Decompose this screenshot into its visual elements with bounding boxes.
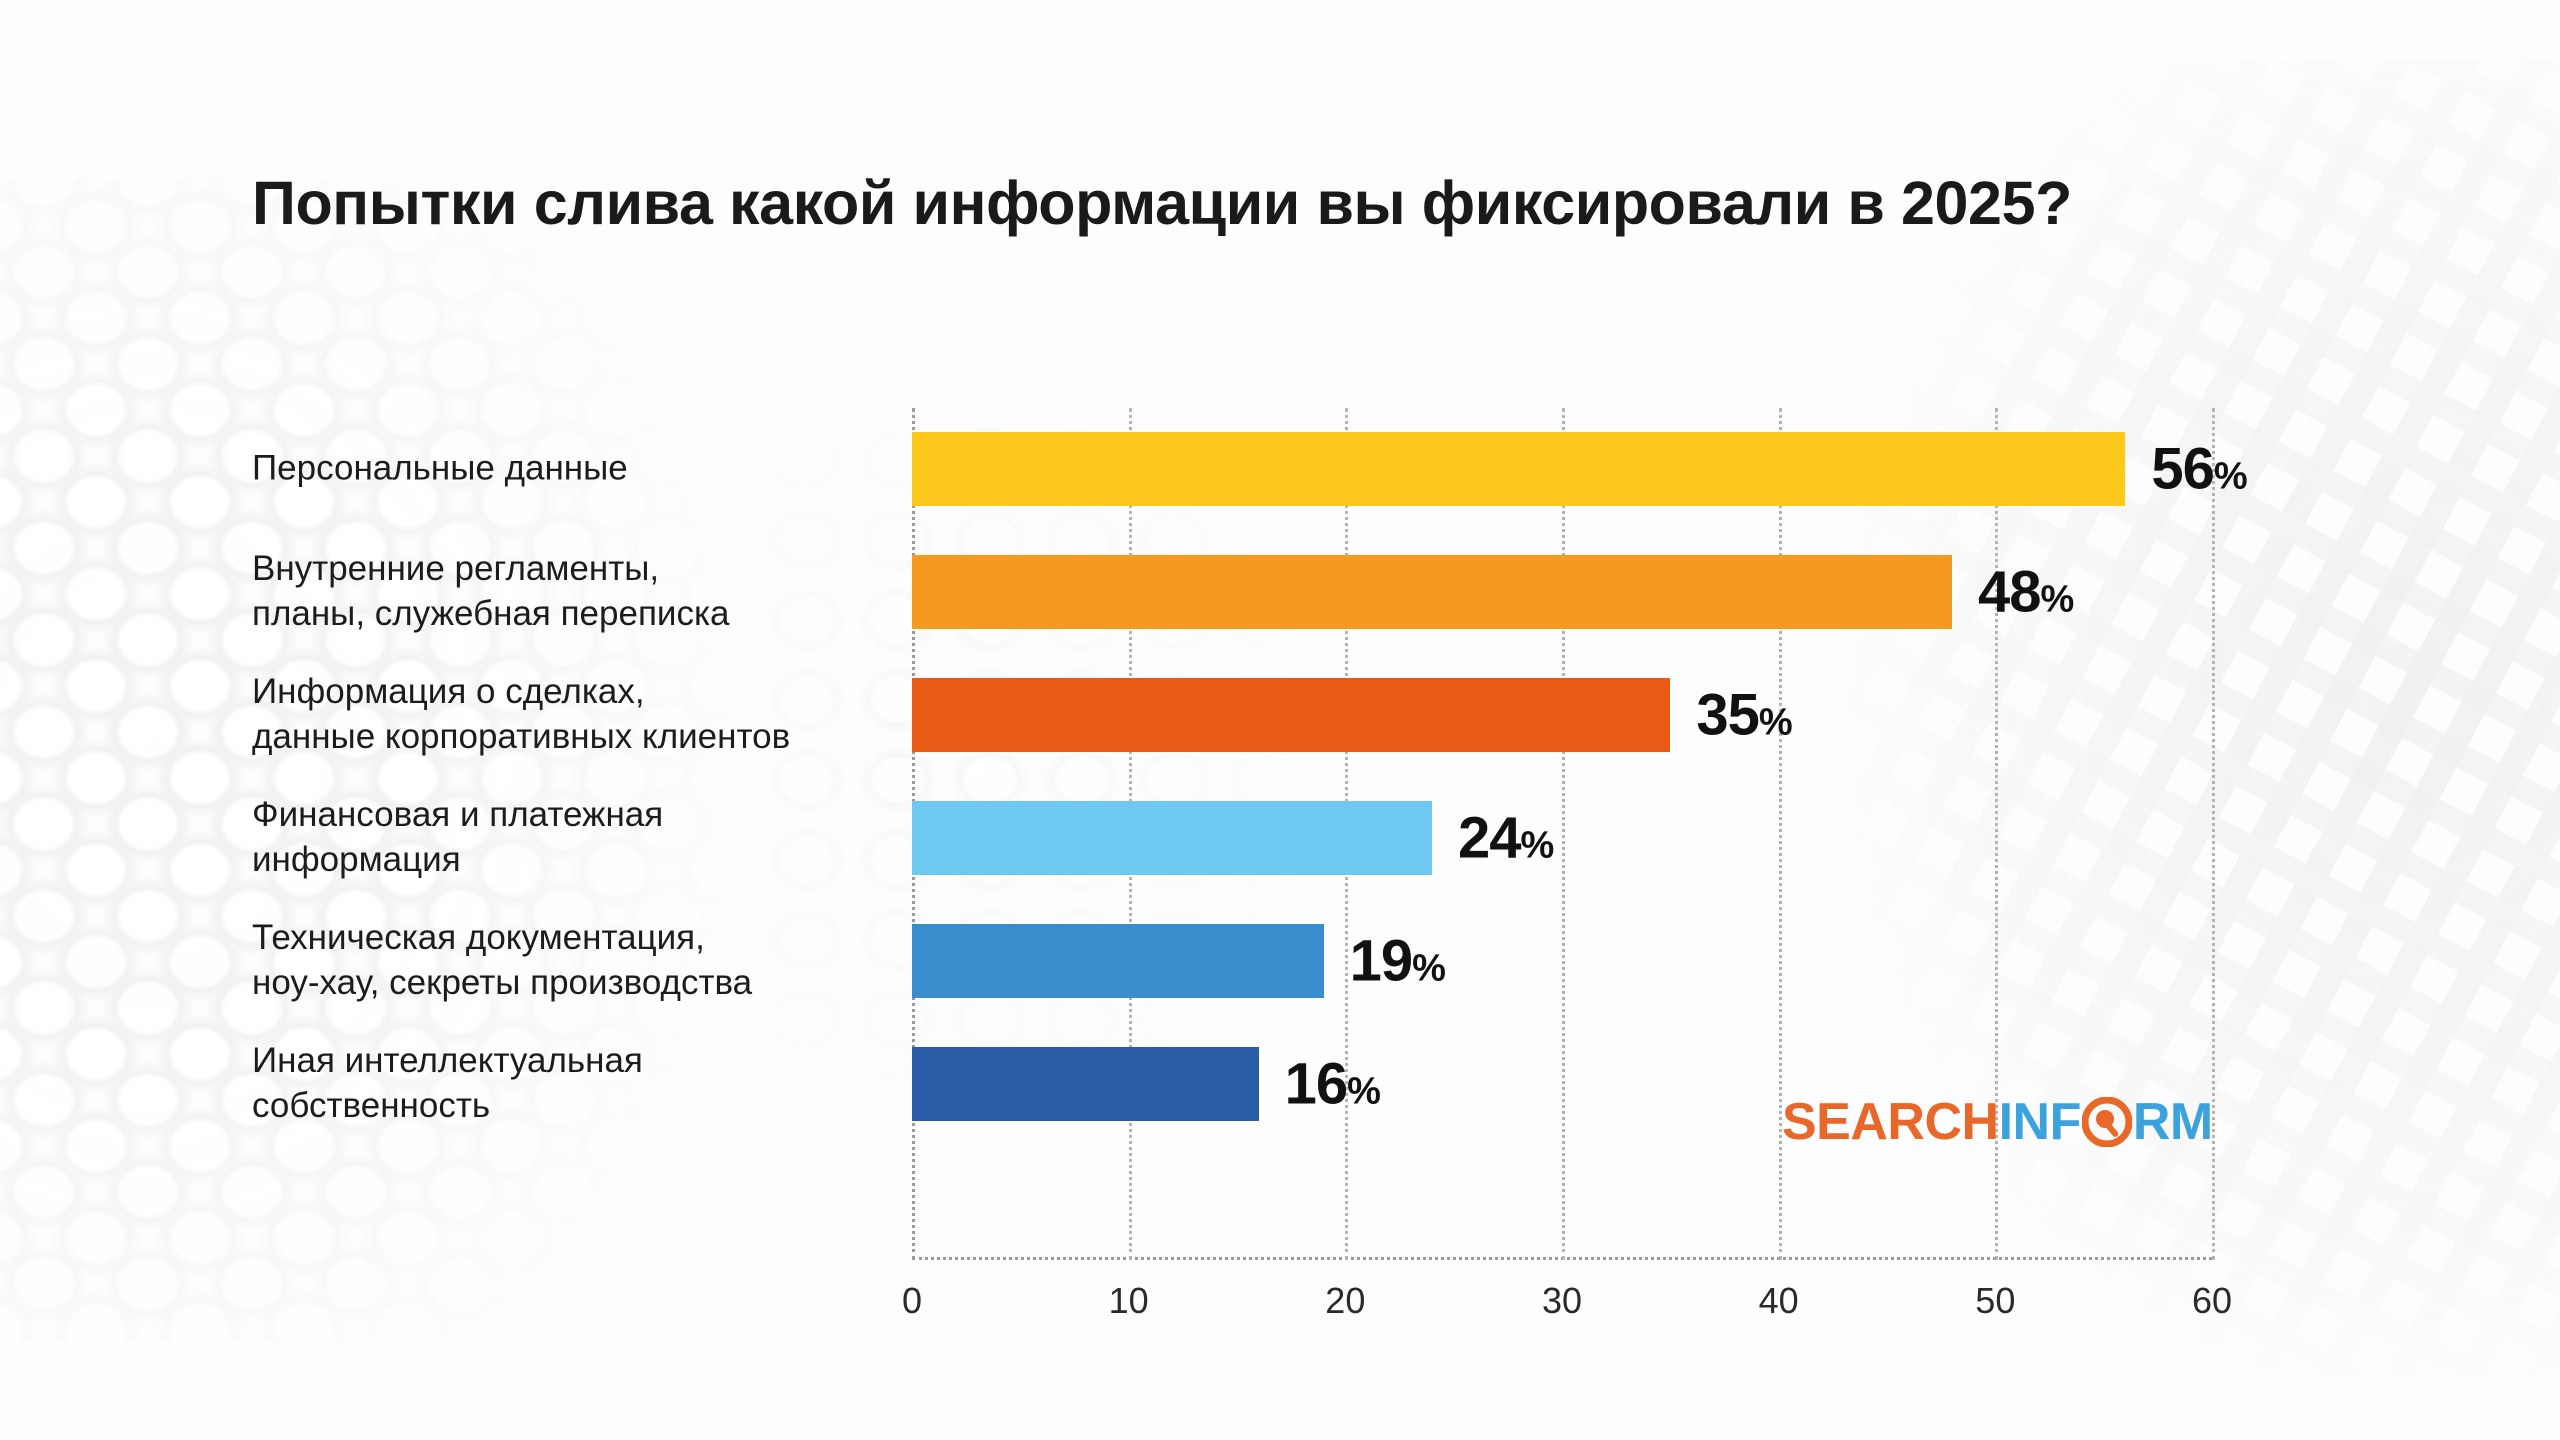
bar-value-label: 48%	[1978, 559, 2074, 626]
logo-text-inf: INF	[1998, 1093, 2082, 1151]
bar-value-label: 35%	[1696, 682, 1792, 749]
category-label: Иная интеллектуальная собственность	[252, 1041, 643, 1125]
gridline-40	[1778, 408, 1782, 1260]
bar-value-label: 19%	[1350, 928, 1446, 995]
bar	[912, 678, 1671, 752]
category-label: Финансовая и платежная информация	[252, 795, 664, 879]
x-tick-label: 60	[2191, 1280, 2233, 1321]
bar	[912, 555, 1952, 629]
x-tick-label: 20	[1325, 1280, 1366, 1321]
x-tick-label: 40	[1758, 1280, 1799, 1321]
logo-text-search: SEARCH	[1782, 1093, 1999, 1151]
gridline-30	[1562, 408, 1565, 1260]
bar-value-number: 16	[1284, 1051, 1349, 1117]
bar-row: 24%	[912, 801, 2212, 875]
category-label-column: Персональные данные Внутренние регламенты…	[252, 408, 872, 1260]
category-label: Внутренние регламенты, планы, служебная …	[252, 549, 730, 633]
bar-value-percent-sign: %	[2213, 455, 2248, 498]
bar-row: 48%	[912, 555, 2212, 629]
bar-value-percent-sign: %	[2040, 578, 2075, 621]
chart-title: Попытки слива какой информации вы фиксир…	[252, 169, 2072, 237]
bar-value-number: 35	[1696, 682, 1760, 748]
chart-plot-area: 0 10 20 30 40 50 60 56% 48% 35% 24% 19% 16%	[902, 408, 2248, 1321]
bar-value-label: 16%	[1285, 1051, 1381, 1118]
magnifier-o-icon	[2081, 1096, 2133, 1148]
x-tick-label: 10	[1108, 1280, 1149, 1321]
bar-value-percent-sign: %	[1520, 824, 1555, 867]
bar-value-percent-sign: %	[1412, 947, 1446, 990]
bar-value-label: 24%	[1458, 805, 1554, 872]
bar-row: 35%	[912, 678, 2212, 752]
bar-row: 16%	[912, 1047, 2212, 1121]
bar	[912, 801, 1432, 875]
x-tick-label: 50	[1975, 1280, 2016, 1321]
gridline-60	[2212, 408, 2215, 1260]
bar-value-percent-sign: %	[1758, 701, 1793, 744]
bar-value-percent-sign: %	[1347, 1070, 1381, 1113]
searchinform-logo: SEARCH INF RM	[1782, 1096, 2213, 1148]
category-label: Персональные данные	[252, 448, 628, 488]
bar-row: 56%	[912, 432, 2248, 506]
bar-value-number: 48	[1978, 559, 2042, 625]
bar	[912, 432, 2126, 506]
x-tick-label: 30	[1541, 1280, 1583, 1321]
bar-row: 19%	[912, 924, 2212, 998]
bar-value-number: 19	[1349, 928, 1414, 994]
bar	[912, 1047, 1259, 1121]
bar-value-number: 56	[2151, 436, 2215, 502]
category-label: Информация о сделках, данные корпоративн…	[252, 672, 791, 756]
logo-text-rm: RM	[2132, 1093, 2213, 1151]
gridline-50	[1995, 408, 1999, 1260]
bar-value-number: 24	[1458, 805, 1522, 871]
bar-value-label: 56%	[2151, 436, 2247, 503]
category-label: Техническая документация, ноу-хау, секре…	[252, 918, 753, 1002]
x-tick-label: 0	[901, 1280, 923, 1321]
bar	[912, 924, 1324, 998]
